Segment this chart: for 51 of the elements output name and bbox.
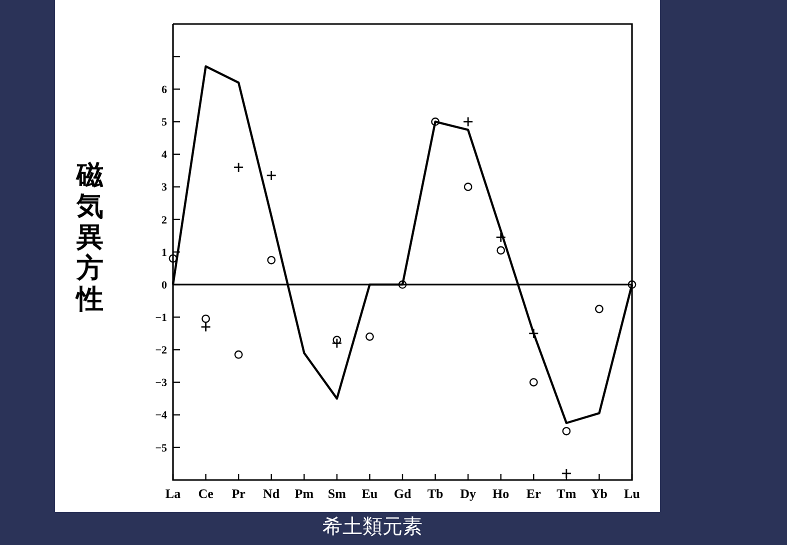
y-tick-label: −4 <box>155 410 168 422</box>
y-tick-label: −2 <box>155 344 168 357</box>
point <box>628 280 636 289</box>
point <box>266 170 277 181</box>
x-tick-label: Lu <box>624 486 640 501</box>
x-tick-label: Gd <box>394 486 412 501</box>
point <box>200 322 211 332</box>
point <box>202 314 210 323</box>
y-tick-label: 4 <box>162 149 168 162</box>
y-tick-label: −1 <box>155 312 167 324</box>
x-tick-label: La <box>165 486 182 501</box>
point <box>462 116 474 127</box>
x-tick-label: Ce <box>198 486 214 501</box>
x-axis-title: 希土類元素 <box>322 514 422 538</box>
point <box>464 182 472 192</box>
x-tick-label: Nd <box>263 486 280 501</box>
point <box>233 162 244 173</box>
x-tick-label: Dy <box>460 486 477 501</box>
y-tick-label: 3 <box>162 182 168 194</box>
point <box>562 426 571 436</box>
point <box>529 378 538 386</box>
point <box>496 246 506 255</box>
x-tick-label: Yb <box>590 486 608 501</box>
y-tick-label: 2 <box>162 214 168 226</box>
point <box>561 468 572 479</box>
x-tick-label: Sm <box>328 486 346 501</box>
x-tick-label: Er <box>526 486 542 501</box>
y-tick-label: −5 <box>155 442 168 454</box>
x-tick-label: Eu <box>362 486 378 501</box>
x-tick-label: Ho <box>492 486 510 501</box>
point <box>234 350 243 359</box>
point <box>168 254 178 263</box>
point <box>431 118 440 126</box>
point <box>366 332 374 341</box>
y-tick-label: −3 <box>155 377 168 390</box>
y-axis-title: 磁気異方性 <box>74 160 104 315</box>
point <box>398 280 407 289</box>
point <box>332 338 342 348</box>
point <box>267 256 276 264</box>
y-tick-label: 6 <box>162 84 168 96</box>
x-tick-label: Tm <box>556 486 576 501</box>
x-tick-label: Tb <box>427 486 444 501</box>
y-tick-label: 0 <box>162 279 168 292</box>
point <box>332 336 342 344</box>
y-tick-label: 5 <box>162 116 168 129</box>
y-tick-label: 1 <box>162 246 167 259</box>
x-tick-label: Pm <box>294 486 314 501</box>
x-tick-label: Pr <box>232 486 246 501</box>
point <box>528 328 539 339</box>
point <box>496 232 506 243</box>
point <box>595 304 604 314</box>
